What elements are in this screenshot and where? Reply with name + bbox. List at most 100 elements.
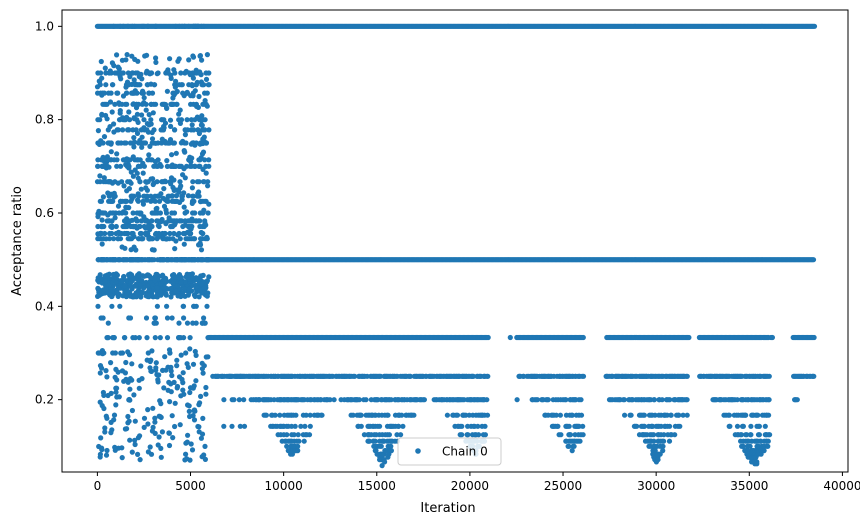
- data-point: [363, 397, 369, 403]
- data-point: [398, 432, 404, 438]
- data-point: [178, 82, 184, 88]
- data-point: [200, 149, 207, 155]
- y-tick-label: 0.4: [35, 299, 54, 313]
- data-point: [111, 190, 117, 196]
- data-point: [153, 55, 159, 61]
- data-point: [197, 223, 203, 230]
- data-point: [198, 229, 204, 236]
- data-point: [180, 230, 187, 237]
- data-point: [156, 193, 162, 199]
- data-point: [146, 236, 152, 242]
- data-point: [182, 210, 188, 216]
- data-point: [129, 449, 135, 455]
- data-point: [184, 439, 190, 445]
- data-point: [96, 288, 102, 294]
- data-point: [168, 75, 174, 81]
- data-point: [152, 82, 158, 88]
- data-point: [201, 315, 207, 321]
- data-point: [169, 152, 175, 158]
- data-point: [578, 397, 584, 403]
- data-point: [200, 210, 206, 216]
- data-point: [106, 271, 112, 277]
- data-point: [114, 151, 120, 157]
- data-point: [201, 363, 207, 369]
- data-point: [121, 230, 128, 237]
- data-point: [95, 163, 101, 169]
- data-point: [145, 407, 151, 413]
- data-point: [130, 210, 136, 216]
- data-point: [149, 348, 155, 354]
- data-point: [459, 432, 465, 438]
- data-point: [114, 272, 120, 278]
- data-point: [166, 379, 172, 385]
- data-point: [127, 437, 133, 443]
- data-point: [684, 373, 690, 379]
- x-tick-label: 20000: [451, 479, 489, 493]
- data-point: [145, 272, 151, 278]
- data-point: [112, 257, 118, 263]
- data-point: [382, 459, 388, 465]
- data-point: [161, 186, 167, 192]
- data-point: [172, 246, 178, 252]
- data-point: [766, 412, 772, 418]
- data-point: [183, 350, 189, 356]
- data-point: [171, 379, 177, 385]
- data-point: [121, 335, 128, 341]
- data-point: [200, 127, 206, 133]
- data-point: [154, 71, 160, 77]
- data-point: [117, 199, 124, 205]
- data-point: [766, 397, 772, 403]
- data-point: [99, 163, 105, 169]
- data-point: [148, 275, 154, 281]
- data-point: [111, 194, 117, 200]
- data-point: [667, 423, 673, 429]
- data-point: [132, 441, 138, 448]
- data-point: [108, 70, 114, 76]
- data-point: [241, 423, 248, 429]
- data-point: [765, 438, 771, 444]
- data-point: [115, 140, 121, 146]
- data-point: [187, 335, 193, 341]
- data-point: [748, 432, 754, 438]
- data-point: [168, 294, 174, 300]
- data-point: [202, 456, 208, 462]
- data-point: [124, 52, 130, 58]
- data-point: [444, 412, 450, 418]
- data-point: [197, 53, 203, 59]
- data-point: [114, 290, 120, 296]
- data-point: [177, 179, 183, 185]
- data-point: [108, 223, 114, 230]
- data-point: [186, 230, 193, 237]
- data-point: [165, 387, 171, 393]
- data-point: [206, 157, 212, 163]
- data-point: [113, 389, 119, 395]
- data-point: [134, 170, 140, 176]
- data-point: [454, 412, 461, 418]
- data-point: [141, 117, 147, 123]
- data-point: [97, 363, 104, 369]
- x-tick-label: 15000: [358, 479, 396, 493]
- data-point: [190, 385, 196, 391]
- data-point: [190, 210, 196, 216]
- data-point: [204, 236, 210, 242]
- data-point: [183, 451, 189, 457]
- data-point: [190, 90, 196, 96]
- data-point: [182, 175, 188, 181]
- data-point: [138, 186, 144, 192]
- data-point: [580, 423, 586, 429]
- data-point: [263, 412, 269, 418]
- data-point: [137, 457, 143, 463]
- data-point: [139, 76, 145, 82]
- x-axis-label: Iteration: [420, 501, 475, 516]
- data-point: [99, 157, 106, 163]
- data-point: [126, 273, 132, 279]
- data-point: [102, 65, 108, 71]
- data-point: [121, 274, 127, 280]
- data-point: [176, 189, 182, 195]
- data-point: [196, 157, 202, 163]
- data-point: [159, 136, 165, 142]
- data-point: [190, 101, 197, 107]
- data-point: [743, 412, 749, 418]
- data-point: [149, 157, 155, 163]
- data-point: [171, 187, 177, 193]
